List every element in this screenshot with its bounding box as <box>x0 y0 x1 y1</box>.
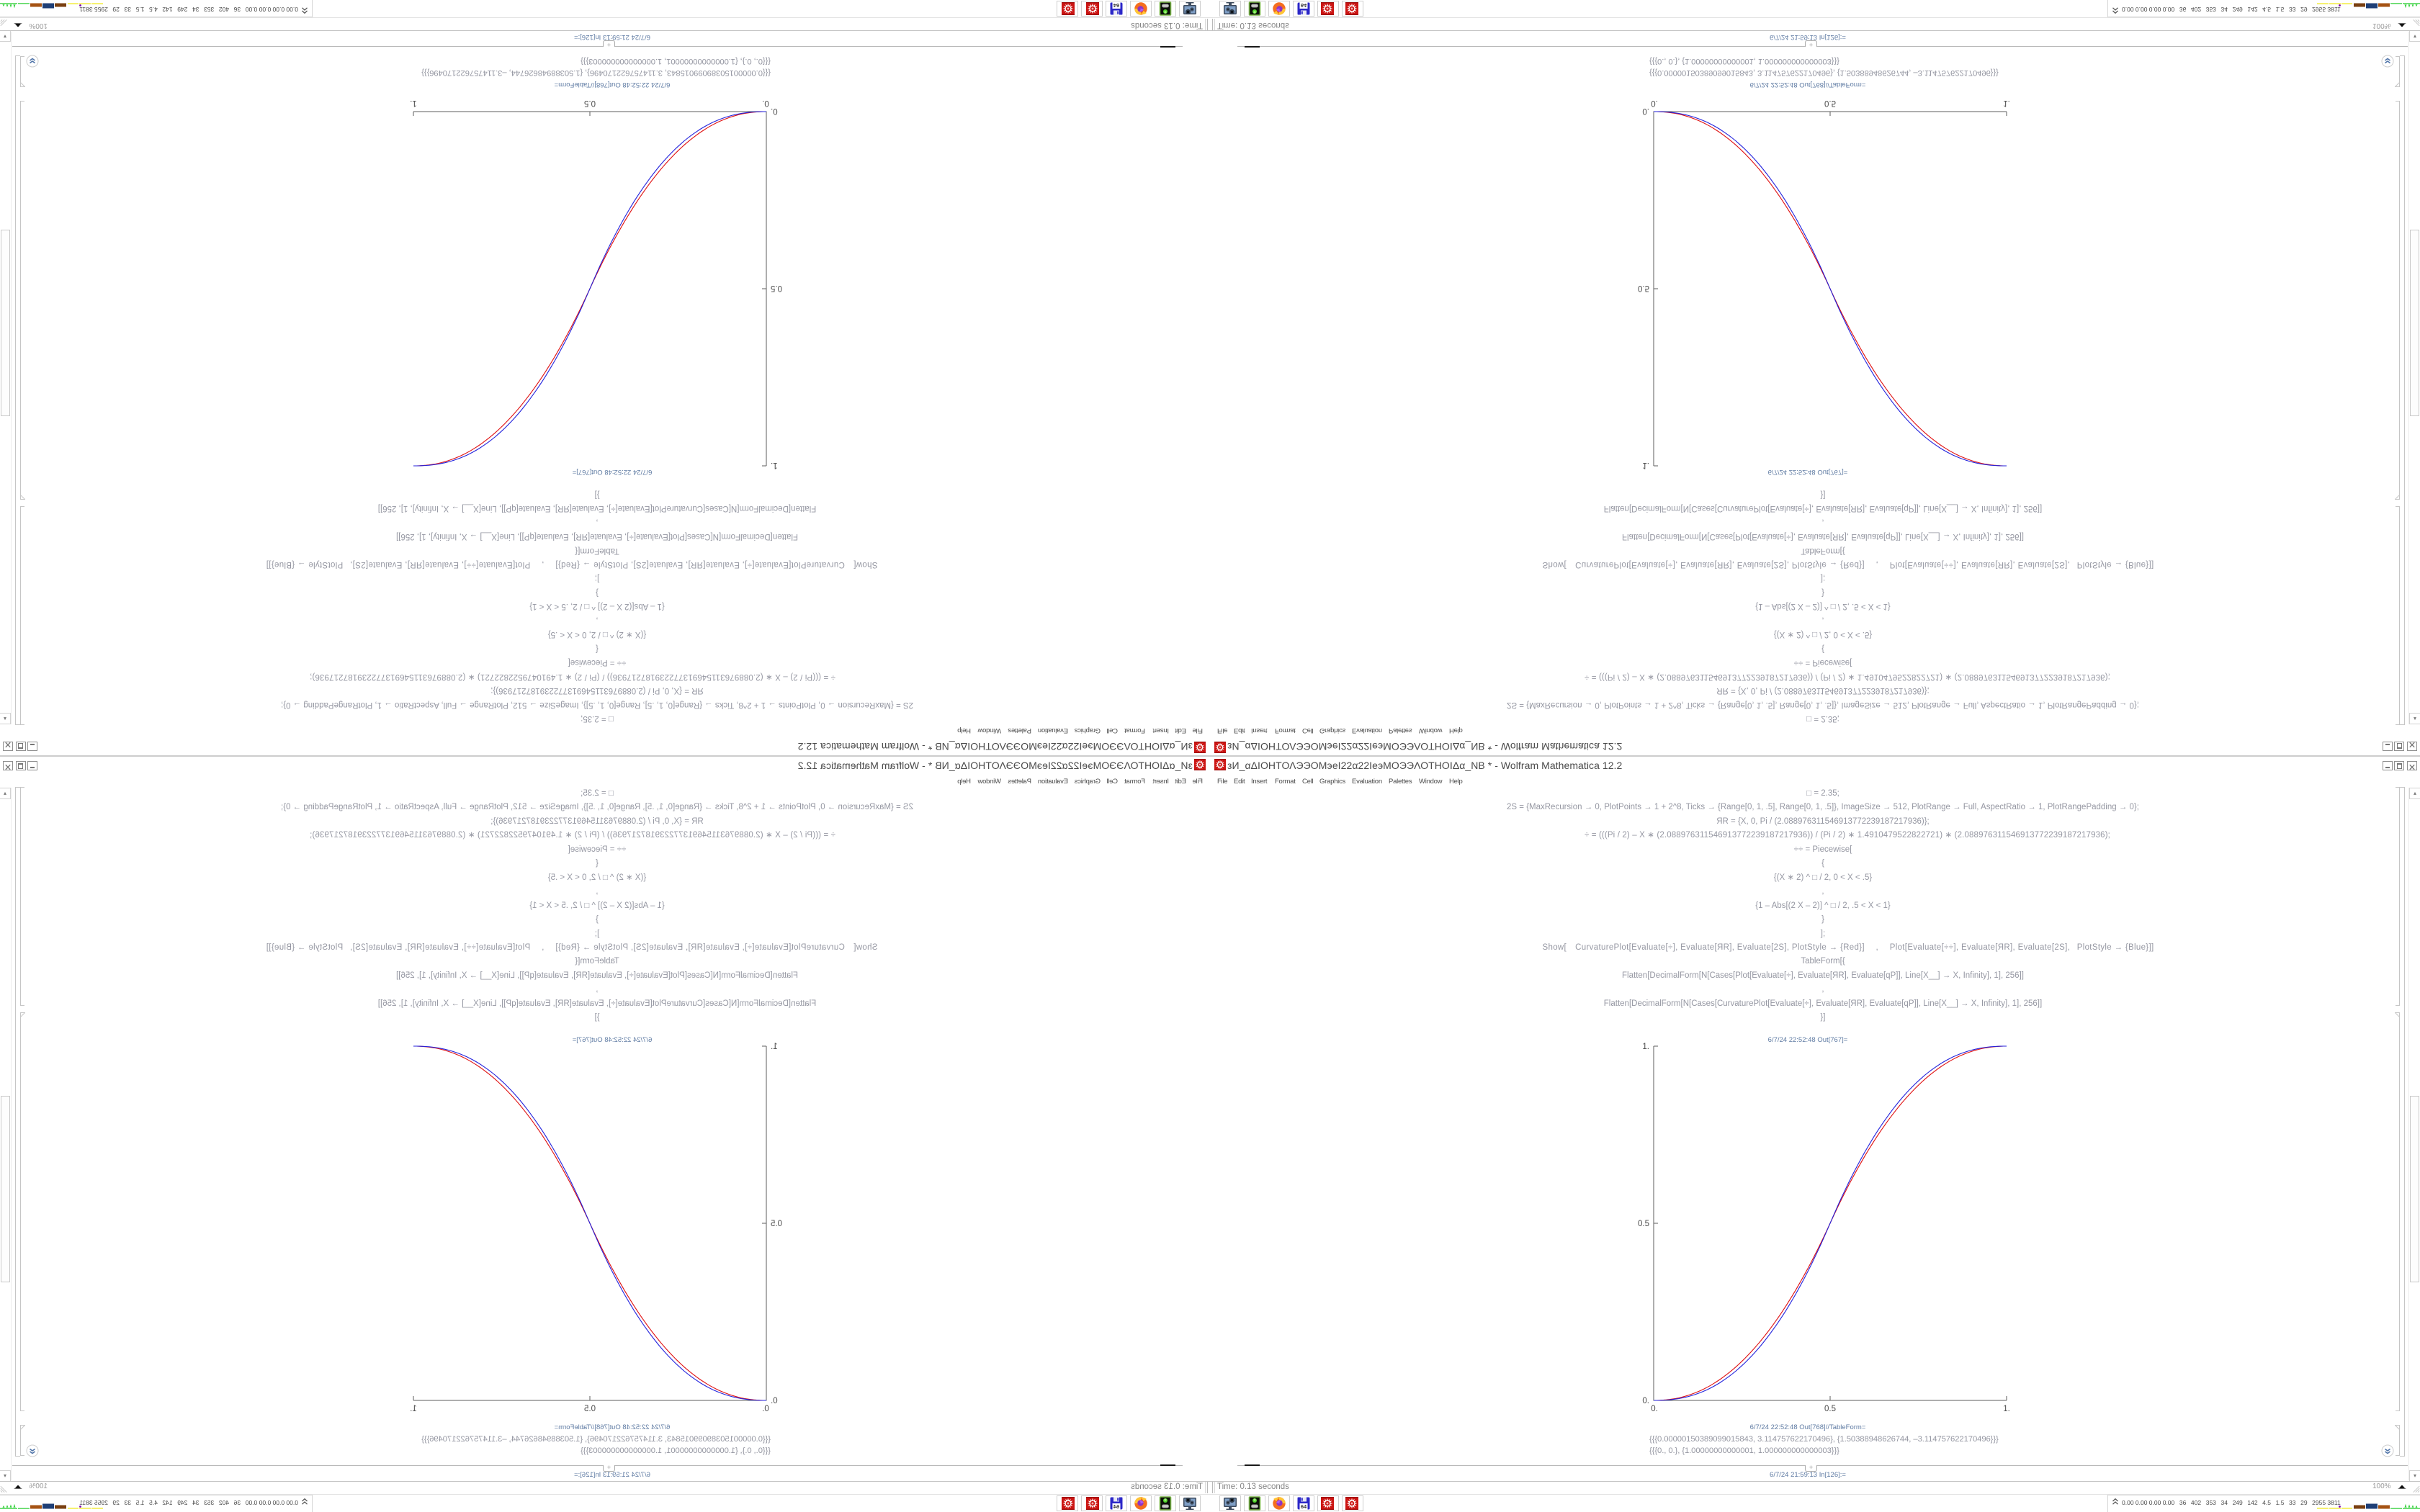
svg-text:1.: 1. <box>771 1043 778 1051</box>
svg-text:0.: 0. <box>1642 1397 1649 1405</box>
svg-text:1.: 1. <box>1642 461 1649 469</box>
svg-text:0.5: 0.5 <box>1638 284 1649 292</box>
svg-text:0.5: 0.5 <box>584 1405 596 1413</box>
svg-text:0.: 0. <box>1642 107 1649 115</box>
svg-text:0.: 0. <box>762 1405 769 1413</box>
svg-text:0.5: 0.5 <box>584 99 596 107</box>
svg-text:1.: 1. <box>771 461 778 469</box>
svg-text:0.5: 0.5 <box>771 284 782 292</box>
svg-text:1.: 1. <box>1642 1043 1649 1051</box>
svg-text:1.: 1. <box>410 1405 417 1413</box>
svg-text:0.: 0. <box>1651 99 1658 107</box>
svg-text:1.: 1. <box>410 99 417 107</box>
svg-text:64: 64 <box>1113 1503 1119 1510</box>
svg-text:64: 64 <box>1113 2 1119 9</box>
svg-text:0.5: 0.5 <box>771 1220 782 1228</box>
svg-text:0.: 0. <box>771 1397 778 1405</box>
svg-text:1.: 1. <box>2003 1405 2010 1413</box>
svg-text:64: 64 <box>1301 1503 1307 1510</box>
svg-text:0.5: 0.5 <box>1824 1405 1836 1413</box>
svg-text:0.: 0. <box>771 107 778 115</box>
svg-text:0.: 0. <box>1651 1405 1658 1413</box>
svg-text:0.5: 0.5 <box>1824 99 1836 107</box>
svg-text:0.5: 0.5 <box>1638 1220 1649 1228</box>
svg-text:1.: 1. <box>2003 99 2010 107</box>
svg-text:0.: 0. <box>762 99 769 107</box>
svg-text:64: 64 <box>1301 2 1307 9</box>
